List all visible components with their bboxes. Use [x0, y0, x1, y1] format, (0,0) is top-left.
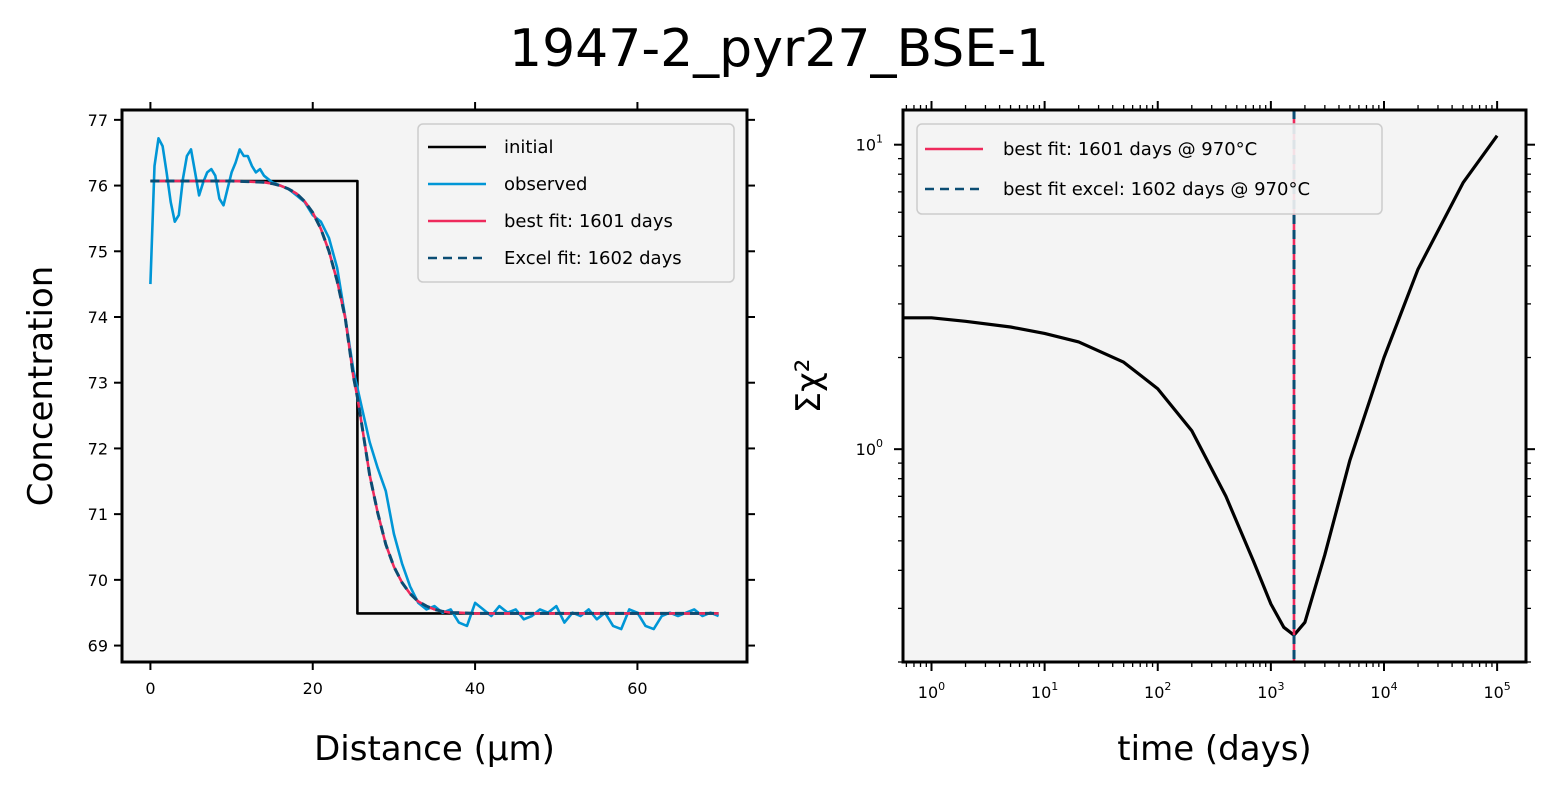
- profile-legend-entry: initial: [504, 137, 554, 158]
- profile-legend-entry: observed: [504, 174, 587, 195]
- profile-series-excel-fit-1602-days: [150, 179, 719, 615]
- chi2-legend-entry: best fit excel: 1602 days @ 970°C: [1003, 179, 1310, 200]
- profile-legend-entry: Excel fit: 1602 days: [504, 248, 682, 269]
- profile-legend: initial observed best fit: 1601 days Excel …: [417, 123, 735, 283]
- figure-title: 1947-2_pyr27_BSE-1: [509, 19, 1049, 79]
- profile-x-tick-label: 40: [465, 679, 485, 698]
- profile-x-tick-label: 60: [627, 679, 647, 698]
- profile-y-tick-label: 77: [88, 111, 108, 130]
- profile-axes-frame: [120, 108, 749, 664]
- chi2-x-tick-label: 104: [1370, 680, 1397, 702]
- chi2-x-tick-label: 105: [1483, 680, 1510, 702]
- profile-x-axis-label: Distance (μm): [314, 729, 555, 769]
- chi2-legend: best fit: 1601 days @ 970°C best fit exce…: [916, 123, 1383, 215]
- chi2-x-tick-label: 102: [1144, 680, 1171, 702]
- profile-x-tick-label: 20: [303, 679, 323, 698]
- chi2-x-tick-label: 100: [918, 680, 945, 702]
- profile-y-tick-label: 74: [88, 308, 108, 327]
- profile-y-tick-label: 70: [88, 571, 108, 590]
- profile-y-axis-label: Concentration: [21, 266, 61, 507]
- profile-y-tick-label: 69: [88, 637, 108, 656]
- chi2-curve: [903, 134, 1499, 637]
- chi2-y-axis-label: Σχ²: [789, 359, 829, 414]
- chi2-x-tick-label: 101: [1031, 680, 1058, 702]
- chi2-legend-entry: best fit: 1601 days @ 970°C: [1003, 139, 1257, 160]
- chi2-y-tick-label: 100: [856, 437, 883, 459]
- profile-x-tick-label: 0: [145, 679, 155, 698]
- profile-legend-box: [417, 123, 735, 283]
- profile-y-tick-label: 75: [88, 242, 108, 261]
- profile-y-tick-label: 76: [88, 177, 108, 196]
- chi2-axes-frame: [901, 108, 1528, 664]
- profile-y-tick-label: 71: [88, 505, 108, 524]
- chi2-y-tick-label: 101: [856, 133, 883, 155]
- chi2-legend-box: [916, 123, 1383, 215]
- profile-y-tick-label: 73: [88, 374, 108, 393]
- chi2-x-tick-label: 103: [1257, 680, 1284, 702]
- profile-legend-entry: best fit: 1601 days: [504, 211, 673, 232]
- chi2-axes: 100 101 102 103 104 105 100 101 time (days) Σχ²…: [789, 101, 1535, 769]
- chi2-x-axis-label: time (days): [1117, 729, 1311, 769]
- profile-y-tick-label: 72: [88, 439, 108, 458]
